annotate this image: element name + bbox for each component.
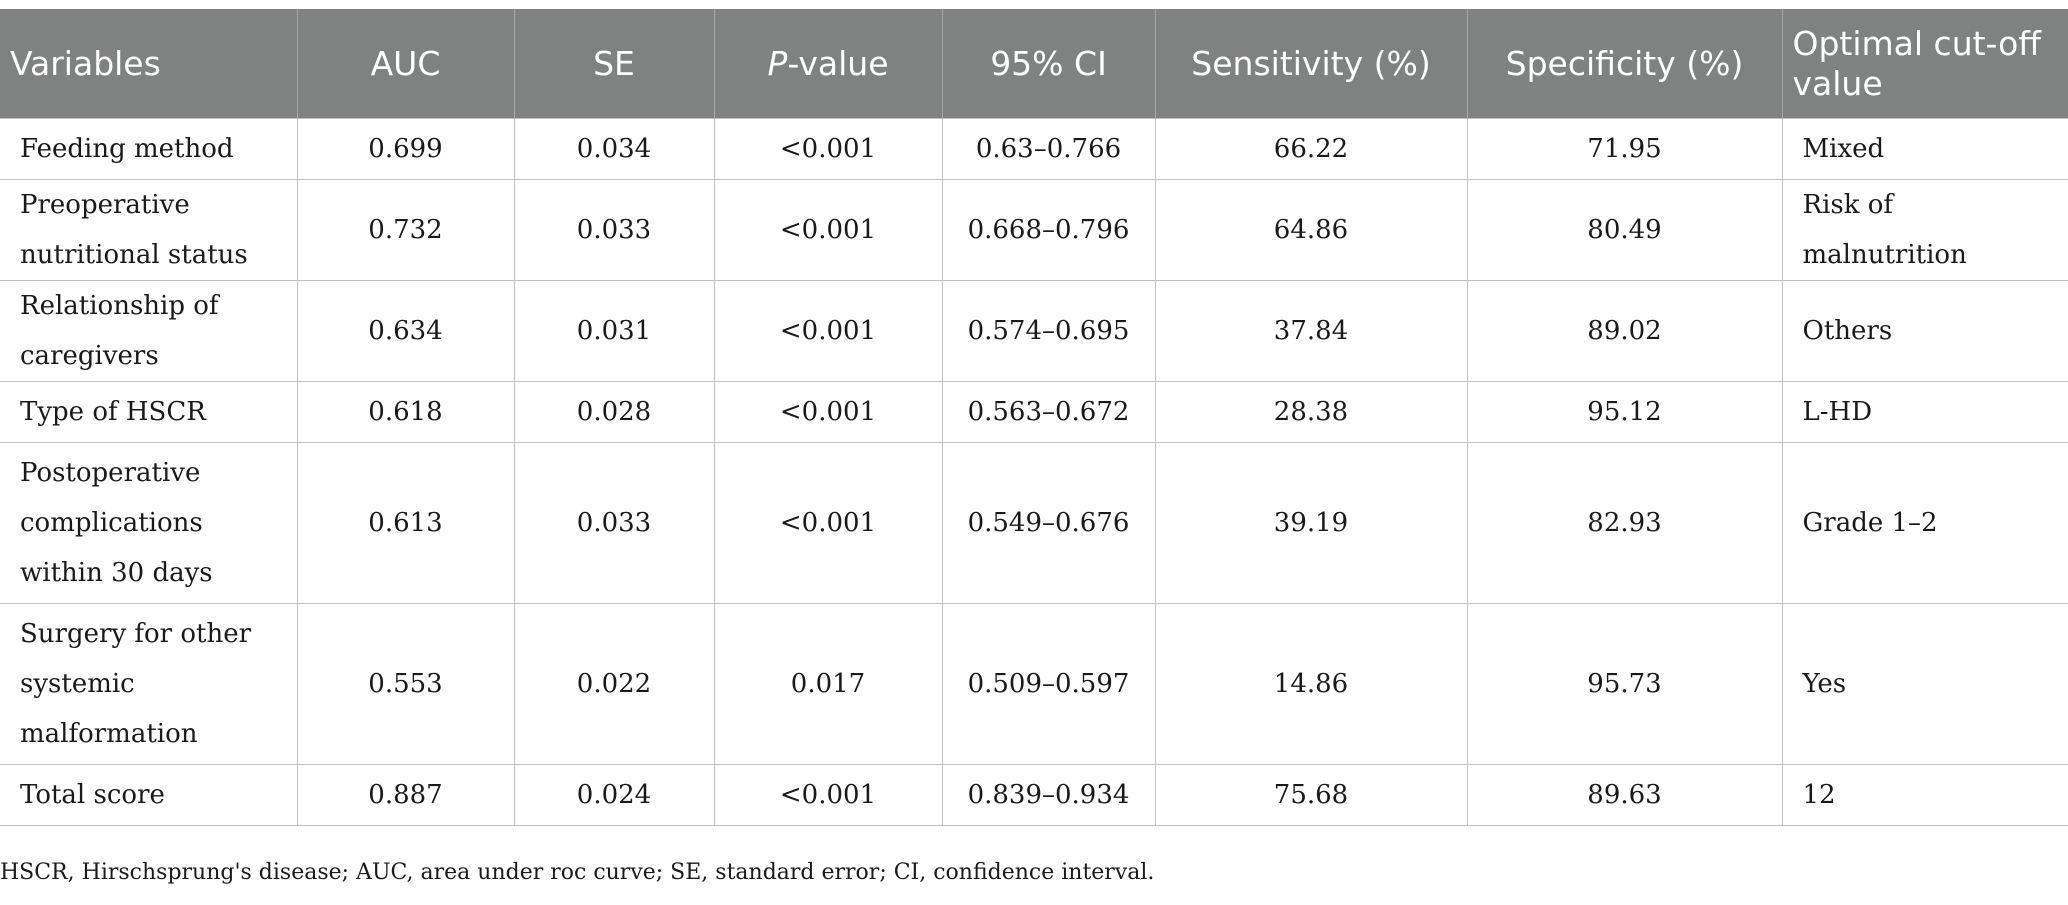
cell-specificity: 71.95 xyxy=(1466,118,1783,180)
header-p-value: P-value xyxy=(713,9,943,119)
cell-auc: 0.887 xyxy=(296,764,515,826)
cell-ci: 0.563–0.672 xyxy=(941,381,1156,443)
cell-p-value: <0.001 xyxy=(713,280,943,382)
cell-variable: Total score xyxy=(0,764,298,826)
cell-specificity: 95.12 xyxy=(1466,381,1783,443)
header-sensitivity: Sensitivity (%) xyxy=(1154,9,1468,119)
table-row: Feeding method 0.699 0.034 <0.001 0.63–0… xyxy=(0,118,2068,180)
cell-auc: 0.732 xyxy=(296,179,515,281)
cell-sensitivity: 64.86 xyxy=(1154,179,1468,281)
cell-auc: 0.613 xyxy=(296,442,515,604)
cell-variable: Type of HSCR xyxy=(0,381,298,443)
cell-specificity: 80.49 xyxy=(1466,179,1783,281)
cell-se: 0.034 xyxy=(513,118,715,180)
cell-cutoff: Yes xyxy=(1781,603,2068,765)
cell-specificity: 89.63 xyxy=(1466,764,1783,826)
cell-variable: Surgery for other systemic malformation xyxy=(0,603,298,765)
cell-se: 0.033 xyxy=(513,179,715,281)
header-se: SE xyxy=(513,9,715,119)
table-header-row: Variables AUC SE P-value 95% CI Sensitiv… xyxy=(0,9,2068,119)
cell-specificity: 82.93 xyxy=(1466,442,1783,604)
cell-sensitivity: 39.19 xyxy=(1154,442,1468,604)
cell-ci: 0.509–0.597 xyxy=(941,603,1156,765)
cell-cutoff: L-HD xyxy=(1781,381,2068,443)
cell-variable: Preoperative nutritional status xyxy=(0,179,298,281)
cell-p-value: <0.001 xyxy=(713,179,943,281)
cell-se: 0.033 xyxy=(513,442,715,604)
table-row: Preoperative nutritional status 0.732 0.… xyxy=(0,179,2068,281)
cell-specificity: 89.02 xyxy=(1466,280,1783,382)
cell-variable: Relationship of caregivers xyxy=(0,280,298,382)
cell-sensitivity: 66.22 xyxy=(1154,118,1468,180)
cell-cutoff: 12 xyxy=(1781,764,2068,826)
cell-p-value: <0.001 xyxy=(713,381,943,443)
header-cutoff: Optimal cut-off value xyxy=(1781,9,2068,119)
cell-sensitivity: 14.86 xyxy=(1154,603,1468,765)
cell-se: 0.028 xyxy=(513,381,715,443)
table-row: Postoperative complications within 30 da… xyxy=(0,442,2068,604)
table-row: Total score 0.887 0.024 <0.001 0.839–0.9… xyxy=(0,764,2068,826)
cell-se: 0.024 xyxy=(513,764,715,826)
cell-sensitivity: 37.84 xyxy=(1154,280,1468,382)
cell-p-value: <0.001 xyxy=(713,442,943,604)
header-specificity: Specificity (%) xyxy=(1466,9,1783,119)
cell-cutoff: Risk of malnutrition xyxy=(1781,179,2068,281)
cell-ci: 0.668–0.796 xyxy=(941,179,1156,281)
cell-ci: 0.63–0.766 xyxy=(941,118,1156,180)
table-row: Surgery for other systemic malformation … xyxy=(0,603,2068,765)
header-variables: Variables xyxy=(0,9,298,119)
header-p-letter: P xyxy=(767,43,788,83)
header-auc: AUC xyxy=(296,9,515,119)
cell-sensitivity: 28.38 xyxy=(1154,381,1468,443)
cell-cutoff: Others xyxy=(1781,280,2068,382)
cell-auc: 0.699 xyxy=(296,118,515,180)
cell-variable: Feeding method xyxy=(0,118,298,180)
cell-specificity: 95.73 xyxy=(1466,603,1783,765)
cell-p-value: <0.001 xyxy=(713,118,943,180)
cell-se: 0.022 xyxy=(513,603,715,765)
cell-ci: 0.549–0.676 xyxy=(941,442,1156,604)
table-row: Relationship of caregivers 0.634 0.031 <… xyxy=(0,280,2068,382)
cell-auc: 0.634 xyxy=(296,280,515,382)
cell-auc: 0.618 xyxy=(296,381,515,443)
cell-auc: 0.553 xyxy=(296,603,515,765)
cell-variable: Postoperative complications within 30 da… xyxy=(0,442,298,604)
cell-sensitivity: 75.68 xyxy=(1154,764,1468,826)
roc-results-table: Variables AUC SE P-value 95% CI Sensitiv… xyxy=(0,9,2068,826)
cell-se: 0.031 xyxy=(513,280,715,382)
table-footnote: HSCR, Hirschsprung's disease; AUC, area … xyxy=(0,860,1155,885)
table-row: Type of HSCR 0.618 0.028 <0.001 0.563–0.… xyxy=(0,381,2068,443)
cell-cutoff: Grade 1–2 xyxy=(1781,442,2068,604)
header-ci: 95% CI xyxy=(941,9,1156,119)
cell-ci: 0.574–0.695 xyxy=(941,280,1156,382)
cell-ci: 0.839–0.934 xyxy=(941,764,1156,826)
cell-p-value: <0.001 xyxy=(713,764,943,826)
cell-p-value: 0.017 xyxy=(713,603,943,765)
header-p-suffix: -value xyxy=(787,43,889,83)
cell-cutoff: Mixed xyxy=(1781,118,2068,180)
